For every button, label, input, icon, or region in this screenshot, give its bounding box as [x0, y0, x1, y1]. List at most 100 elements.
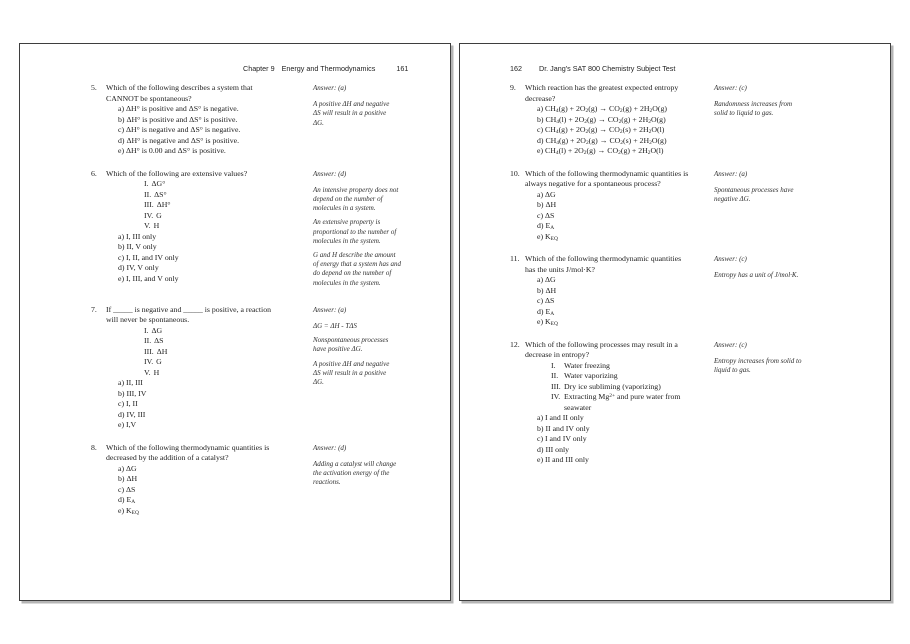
question-number: 12. — [510, 339, 520, 349]
question-block: 9. Which reaction has the greatest expec… — [510, 83, 890, 157]
question-main: 12. Which of the following processes may… — [510, 340, 714, 466]
roman-item: IV. G — [144, 211, 313, 222]
options-list: a) I, III only b) II, V only c) I, II, and… — [118, 232, 313, 285]
answer-option: d) IV, V only — [118, 263, 159, 272]
answer-note: Nonspontaneous processes have positive ΔG… — [313, 336, 389, 354]
roman-item: II. Water vaporizing — [551, 371, 714, 382]
answer-option: a) ΔG — [537, 189, 556, 199]
roman-numeral: V. — [144, 367, 151, 377]
questions-column-left: 5. Which of the following describes a sy… — [91, 83, 450, 516]
question-body: Which of the following are extensive val… — [106, 169, 313, 285]
answer-option: d) EA — [118, 495, 136, 506]
answer-note: Entropy increases from solid to liquid to… — [714, 356, 802, 374]
answer-option: b) ΔH — [537, 200, 557, 209]
chapter-label: Chapter 9 — [243, 64, 275, 73]
question-block: 6. Which of the following are extensive … — [91, 169, 450, 293]
roman-item: II. ΔS — [144, 336, 313, 347]
answer-option: d) CH4(g) + 2O2(g) → CO2(s) + 2H2O(g) — [537, 135, 667, 146]
question-body: Which of the following processes may res… — [525, 340, 714, 466]
answer-note: An extensive property is proportional to … — [313, 218, 397, 245]
question-number: 6. — [91, 168, 97, 178]
answer-option: a) I and II only — [537, 413, 584, 422]
answer-option: b) III, IV — [118, 388, 147, 398]
question-block: 5. Which of the following describes a sy… — [91, 83, 450, 157]
roman-item: III. ΔH — [144, 347, 313, 358]
question-body: Which of the following thermodynamic qua… — [525, 169, 714, 243]
options-list: a) ΔG b) ΔH c) ΔS d) EA e) KEQ — [118, 464, 313, 517]
roman-text: Dry ice subliming (vaporizing) — [564, 381, 661, 391]
book-title: Dr. Jang's SAT 800 Chemistry Subject Tes… — [539, 64, 676, 73]
answer-option: c) I, II, and IV only — [118, 252, 179, 262]
roman-text: G — [156, 210, 162, 220]
answer-column: Answer: (a) ΔG = ΔH - TΔS Nonspontaneous … — [313, 305, 443, 431]
roman-list: I. ΔG° II. ΔS° III. ΔH° IV. G V. H — [144, 179, 313, 232]
answer-notes: Randomness increases from solid to liquid… — [714, 100, 878, 118]
question-main: 7. If _____ is negative and _____ is pos… — [91, 305, 313, 431]
answer-notes: Entropy has a unit of J/mol·K. — [714, 271, 878, 280]
answer-column: Answer: (d) Adding a catalyst will chang… — [313, 443, 443, 517]
answer-column: Answer: (d) An intensive property does n… — [313, 169, 443, 293]
answer-label: Answer: (a) — [313, 84, 347, 92]
question-number: 5. — [91, 83, 97, 92]
answer-note: An intensive property does not depend on … — [313, 185, 399, 213]
roman-numeral: I. — [144, 325, 149, 335]
answer-option: c) CH4(g) + 2O2(g) → CO2(s) + 2H2O(l) — [537, 125, 665, 135]
answer-option: b) CH4(l) + 2O2(g) → CO2(g) + 2H2O(g) — [537, 114, 666, 125]
answer-option: c) ΔS — [537, 296, 555, 305]
roman-numeral: V. — [144, 221, 151, 230]
answer-label: Answer: (d) — [313, 169, 347, 178]
question-body: Which of the following thermodynamic qua… — [525, 254, 714, 328]
page-right-content: 162 Dr. Jang's SAT 800 Chemistry Subject… — [460, 44, 890, 466]
options-list: a) II, III b) III, IV c) I, II d) IV, III e)… — [118, 378, 313, 431]
roman-item: IV. G — [144, 357, 313, 368]
questions-column-right: 9. Which reaction has the greatest expec… — [510, 83, 890, 466]
roman-item: I. ΔG — [144, 326, 313, 337]
question-text: Which of the following are extensive val… — [106, 168, 248, 178]
question-block: 11. Which of the following thermodynamic… — [510, 254, 890, 328]
answer-column: Answer: (c) Entropy increases from solid… — [714, 340, 882, 466]
roman-numeral: IV. — [551, 392, 561, 401]
answer-note: A positive ΔH and negative ΔS will result… — [313, 359, 390, 386]
answer-option: d) EA — [537, 221, 555, 231]
question-text: Which of the following thermodynamic qua… — [525, 254, 682, 274]
options-list: a) ΔG b) ΔH c) ΔS d) EA e) KEQ — [537, 190, 714, 243]
question-text: Which of the following thermodynamic qua… — [525, 168, 689, 189]
page-left-content: Chapter 9 Energy and Thermodynamics 161 … — [20, 44, 450, 516]
chapter-title: Energy and Thermodynamics — [281, 64, 376, 73]
answer-label: Answer: (d) — [313, 443, 347, 452]
roman-text: ΔG° — [151, 179, 166, 188]
answer-note: ΔG = ΔH - TΔS — [313, 321, 357, 330]
question-body: Which of the following thermodynamic qua… — [106, 443, 313, 517]
question-number: 11. — [510, 254, 520, 263]
options-list: a) I and II only b) II and IV only c) I an… — [537, 413, 714, 466]
answer-option: d) EA — [537, 306, 555, 317]
question-text: Which of the following thermodynamic qua… — [106, 442, 270, 463]
answer-option: a) ΔG — [537, 275, 556, 284]
roman-list: I. ΔG II. ΔS III. ΔH IV. G V. H — [144, 326, 313, 379]
answer-label: Answer: (c) — [714, 340, 747, 349]
answer-column: Answer: (a) A positive ΔH and negative ΔS… — [313, 83, 443, 157]
answer-option: c) I and IV only — [537, 434, 587, 443]
question-body: If _____ is negative and _____ is positi… — [106, 305, 313, 431]
question-text: Which reaction has the greatest expected… — [525, 83, 679, 103]
answer-note: Spontaneous processes have negative ΔG. — [714, 185, 794, 203]
roman-numeral: IV. — [144, 210, 154, 220]
answer-option: b) ΔH — [537, 285, 557, 295]
answer-notes: Entropy increases from solid to liquid to… — [714, 357, 878, 375]
answer-notes: A positive ΔH and negative ΔS will result… — [313, 100, 439, 128]
page-number-left: 161 — [396, 64, 409, 73]
roman-numeral: III. — [551, 381, 561, 391]
question-block: 8. Which of the following thermodynamic … — [91, 443, 450, 517]
question-block: 10. Which of the following thermodynamic… — [510, 169, 890, 243]
question-main: 5. Which of the following describes a sy… — [91, 83, 313, 157]
answer-option: a) ΔH° is positive and ΔS° is negative. — [118, 104, 239, 113]
answer-option: d) ΔH° is negative and ΔS° is positive. — [118, 135, 240, 145]
roman-item: V. H — [144, 368, 313, 379]
question-body: Which of the following describes a syste… — [106, 83, 313, 157]
roman-numeral: II. — [551, 371, 559, 380]
answer-note: G and H describe the amount of energy tha… — [313, 250, 402, 287]
roman-text: ΔH — [156, 346, 168, 356]
roman-item: III. ΔH° — [144, 200, 313, 211]
answer-option: b) II, V only — [118, 242, 157, 251]
